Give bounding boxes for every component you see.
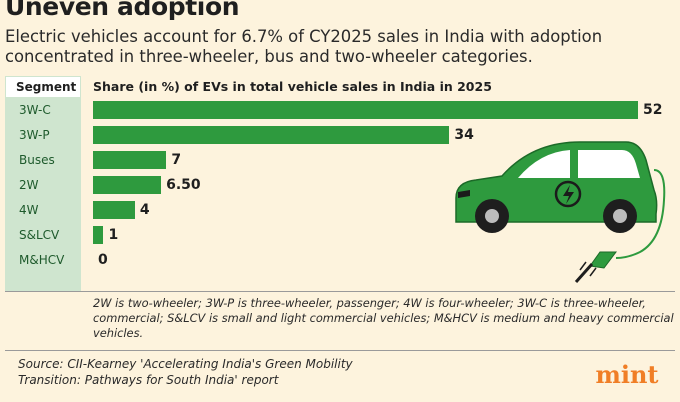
segment-label: M&HCV xyxy=(19,253,65,267)
segment-label: Buses xyxy=(19,153,55,167)
divider-bottom xyxy=(5,350,675,351)
subtitle: Electric vehicles account for 6.7% of CY… xyxy=(5,27,603,66)
source-note: Source: CII-Kearney 'Accelerating India'… xyxy=(18,356,418,388)
footnote: 2W is two-wheeler; 3W-P is three-wheeler… xyxy=(93,296,674,340)
segment-label: S&LCV xyxy=(19,228,60,242)
bar-value-label: 34 xyxy=(454,127,474,143)
bar-value-label: 6.50 xyxy=(166,177,201,193)
headline: Uneven adoption xyxy=(5,0,240,21)
bar xyxy=(93,151,167,169)
source-line-1: Source: CII-Kearney 'Accelerating India'… xyxy=(18,357,353,371)
divider-top xyxy=(5,291,675,292)
segment-label: 2W xyxy=(19,178,39,192)
bar-value-label: 4 xyxy=(139,202,150,218)
segment-label: 3W-C xyxy=(19,103,51,117)
electric-car-illustration xyxy=(455,141,666,283)
segment-header: Segment xyxy=(5,76,81,98)
bar xyxy=(93,101,638,119)
bar-value-label: 0 xyxy=(98,252,108,268)
ev-car-icon xyxy=(455,141,666,283)
bar-value-label: 7 xyxy=(171,152,182,168)
bar xyxy=(93,126,450,144)
segment-column: Segment 3W-C 3W-P Buses 2W 4W S&LCV M&HCV xyxy=(5,76,81,291)
bar xyxy=(93,201,135,219)
bar-value-label: 1 xyxy=(108,227,119,243)
svg-text:mint: mint xyxy=(595,360,658,389)
segment-label: 3W-P xyxy=(19,128,50,142)
bar xyxy=(93,226,104,244)
bar-value-label: 52 xyxy=(643,102,663,118)
source-line-2: Transition: Pathways for South India' re… xyxy=(18,373,279,387)
chart-title: Share (in %) of EVs in total vehicle sal… xyxy=(93,79,492,94)
mint-logo: mint xyxy=(591,359,663,393)
segment-label: 4W xyxy=(19,203,39,217)
bar xyxy=(93,176,162,194)
